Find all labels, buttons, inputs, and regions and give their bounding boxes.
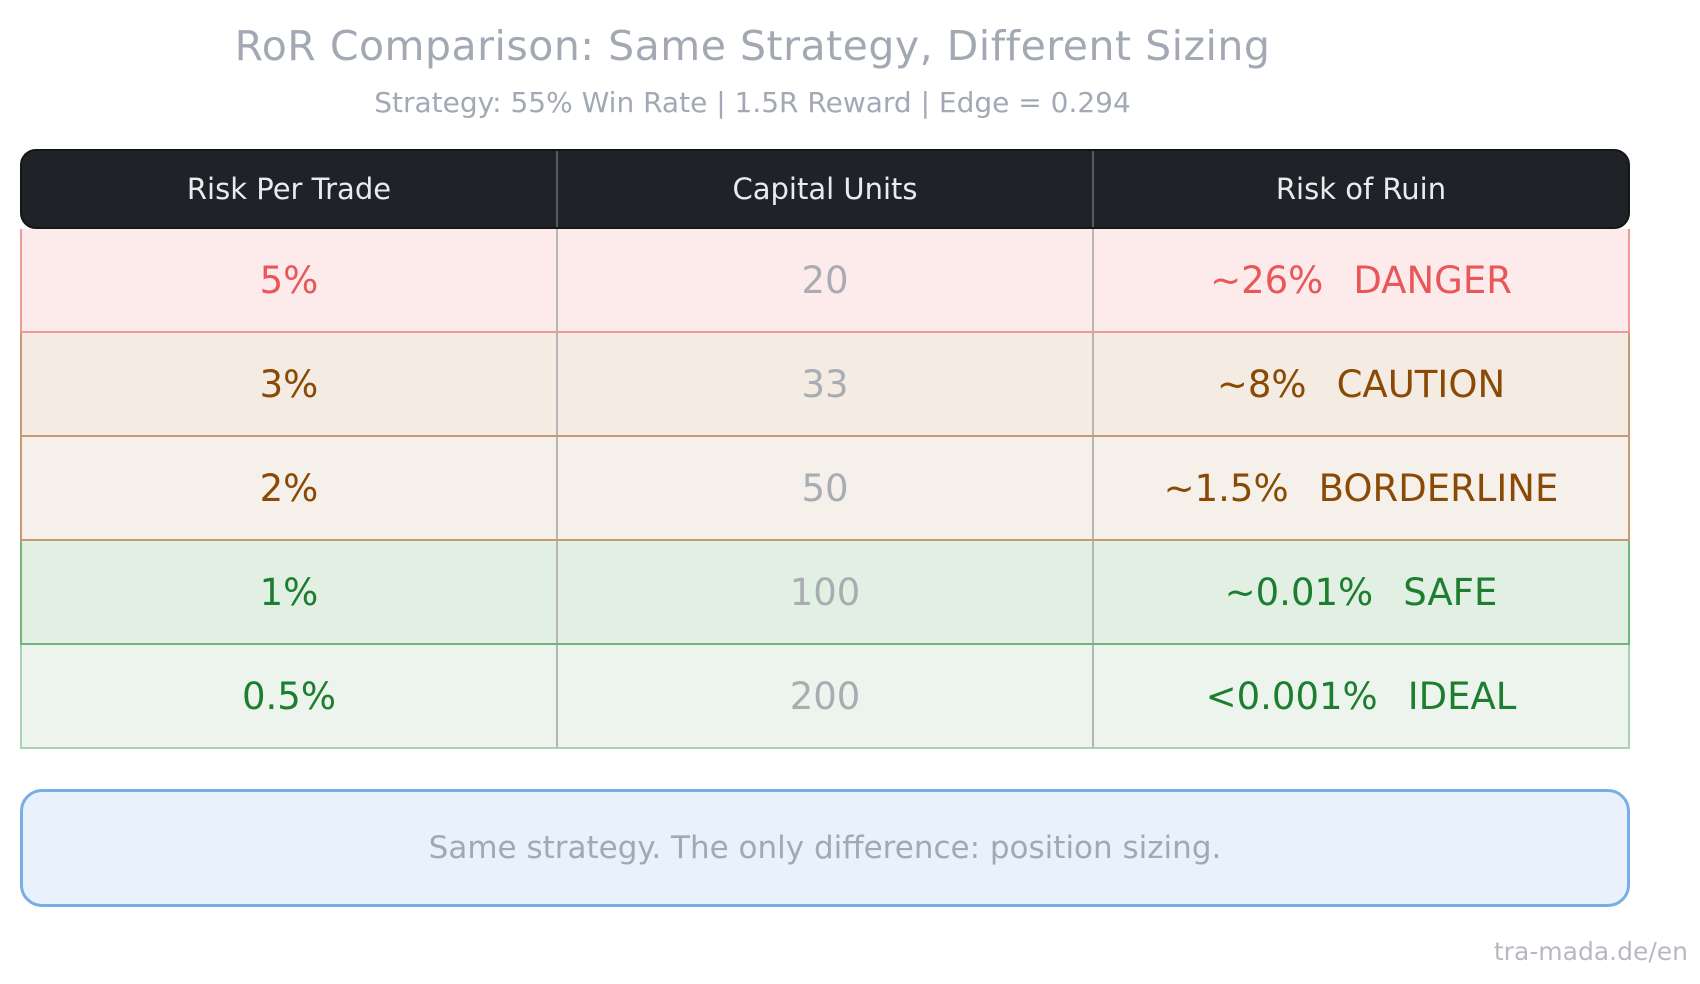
risk-per-trade-cell: 1%: [259, 570, 319, 614]
header-capital-units: Capital Units: [556, 151, 1092, 227]
table-header: Risk Per Trade Capital Units Risk of Rui…: [20, 149, 1630, 229]
table-body: 5% 20 ~26% DANGER 3% 33 ~8% CAUTION 2% 50 ~1.5% BOR…: [20, 229, 1630, 749]
risk-per-trade-cell: 5%: [259, 258, 319, 302]
footer-url: tra-mada.de/en: [1493, 937, 1688, 966]
ror-status-label: DANGER: [1353, 258, 1512, 302]
risk-per-trade-cell: 2%: [259, 466, 319, 510]
ror-value: ~1.5%: [1163, 466, 1289, 510]
ror-value: ~26%: [1210, 258, 1324, 302]
risk-of-ruin-cell: ~0.01% SAFE: [1092, 541, 1628, 643]
ror-value: ~0.01%: [1224, 570, 1374, 614]
table-row: 2% 50 ~1.5% BORDERLINE: [20, 437, 1630, 541]
capital-units-cell: 20: [556, 229, 1092, 331]
ror-value: ~8%: [1216, 362, 1307, 406]
table-row: 3% 33 ~8% CAUTION: [20, 333, 1630, 437]
chart-subtitle: Strategy: 55% Win Rate | 1.5R Reward | E…: [374, 86, 1131, 119]
risk-per-trade-cell: 3%: [259, 362, 319, 406]
ror-status-label: IDEAL: [1407, 674, 1517, 718]
table-row: 0.5% 200 <0.001% IDEAL: [20, 645, 1630, 749]
ror-status-label: CAUTION: [1336, 362, 1506, 406]
capital-units-cell: 33: [556, 333, 1092, 435]
table-row: 1% 100 ~0.01% SAFE: [20, 541, 1630, 645]
capital-units-cell: 50: [556, 437, 1092, 539]
table-row: 5% 20 ~26% DANGER: [20, 229, 1630, 333]
chart-title: RoR Comparison: Same Strategy, Different…: [234, 22, 1271, 70]
header-risk-of-ruin: Risk of Ruin: [1092, 151, 1628, 227]
ror-status-label: BORDERLINE: [1318, 466, 1559, 510]
header-risk-per-trade: Risk Per Trade: [186, 172, 392, 206]
risk-of-ruin-cell: ~26% DANGER: [1092, 229, 1628, 331]
ror-value: <0.001%: [1205, 674, 1378, 718]
summary-note: Same strategy. The only difference: posi…: [20, 789, 1630, 907]
capital-units-cell: 100: [556, 541, 1092, 643]
risk-of-ruin-cell: ~1.5% BORDERLINE: [1092, 437, 1628, 539]
risk-of-ruin-cell: <0.001% IDEAL: [1092, 645, 1628, 747]
ror-status-label: SAFE: [1403, 570, 1498, 614]
risk-of-ruin-cell: ~8% CAUTION: [1092, 333, 1628, 435]
risk-per-trade-cell: 0.5%: [242, 674, 336, 718]
capital-units-cell: 200: [556, 645, 1092, 747]
ror-table: Risk Per Trade Capital Units Risk of Rui…: [20, 149, 1630, 749]
